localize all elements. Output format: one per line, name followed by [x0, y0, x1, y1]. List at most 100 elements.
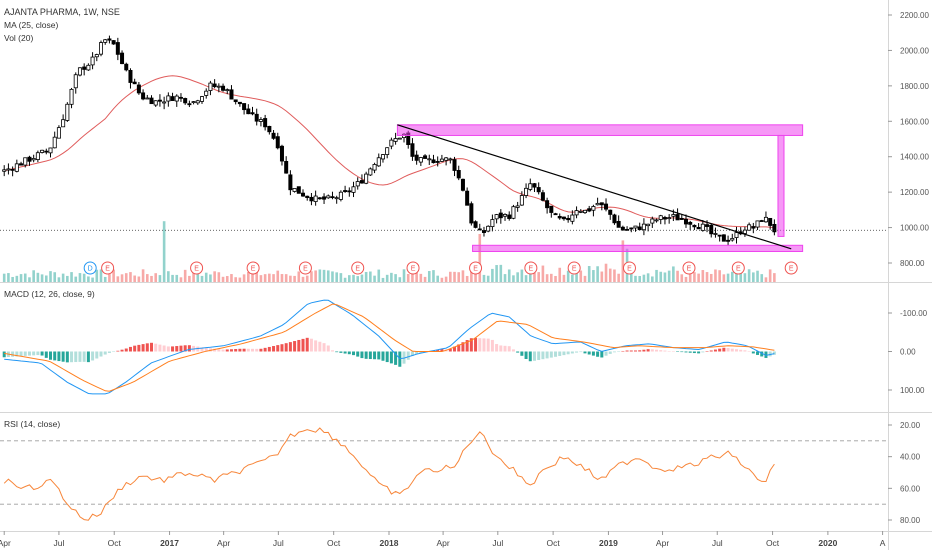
candle-up: [334, 197, 339, 200]
macd-histogram-bar: [246, 348, 250, 352]
macd-histogram-bar: [486, 338, 490, 352]
macd-histogram-bar: [259, 348, 263, 352]
volume-bar: [150, 275, 153, 282]
macd-histogram-bar: [368, 351, 372, 360]
macd-histogram-bar: [718, 348, 722, 352]
candle-down: [679, 217, 684, 220]
candle-up: [364, 173, 369, 184]
volume-bar: [129, 272, 132, 282]
time-axis: Apr Jul Oct 2017 Apr Jul Oct 2018 Apr Jul Oct 2019 A…: [0, 531, 886, 548]
candle-up: [397, 137, 402, 140]
candle-up: [195, 100, 200, 104]
volume-bar: [503, 274, 507, 282]
macd-histogram-bar: [751, 351, 755, 354]
volume-bar: [440, 277, 444, 282]
candle-up: [69, 88, 74, 105]
candle-down: [662, 217, 667, 220]
volume-bar: [221, 276, 225, 282]
candle-down: [452, 159, 457, 171]
macd-histogram-bar: [385, 351, 389, 363]
macd-histogram-bar: [499, 345, 503, 352]
candle-up: [292, 188, 297, 192]
macd-histogram-bar: [187, 345, 191, 352]
macd-histogram-bar: [293, 341, 297, 352]
macd-histogram-bar: [415, 351, 419, 355]
macd-histogram-bar: [676, 351, 680, 352]
volume-bar: [587, 266, 591, 282]
macd-histogram-bar: [629, 350, 633, 352]
macd-histogram-bar: [743, 350, 747, 352]
macd-histogram-bar: [722, 347, 726, 352]
macd-histogram-bar: [70, 351, 74, 363]
candle-down: [170, 96, 175, 101]
volume-bar: [402, 269, 406, 282]
candle-down: [237, 101, 242, 105]
macd-histogram-bar: [541, 351, 545, 360]
macd-histogram-bar: [697, 351, 701, 354]
candle-up: [490, 219, 495, 228]
candle-down: [136, 84, 141, 94]
volume-bar: [697, 273, 700, 282]
volume-bar: [280, 274, 284, 282]
volume-bar: [61, 273, 65, 282]
candle-up: [216, 85, 221, 88]
macd-pane: 100.00 0.00 -100.00: [2, 299, 928, 395]
volume-bar: [617, 273, 620, 282]
macd-histogram-bar: [263, 347, 267, 352]
volume-bar: [234, 277, 237, 282]
macd-histogram-bar: [242, 348, 246, 352]
volume-bar: [40, 274, 44, 282]
volume-bar: [432, 270, 435, 282]
macd-histogram-bar: [768, 351, 772, 357]
time-tick-label: 2018: [380, 538, 399, 548]
candle-down: [359, 180, 364, 184]
macd-histogram-bar: [709, 350, 713, 352]
volume-bar: [331, 271, 334, 282]
macd-histogram-bar: [360, 351, 364, 359]
event-marker-label: E: [789, 266, 794, 273]
earnings-marker: [682, 261, 696, 275]
macd-histogram-bar: [314, 340, 318, 352]
candle-down: [692, 224, 697, 228]
macd-histogram-bar: [482, 338, 486, 352]
volume-bar: [171, 274, 174, 282]
candle-up: [103, 39, 108, 43]
macd-histogram-bar: [120, 349, 124, 352]
volume-bar: [49, 271, 52, 282]
candle-down: [460, 178, 465, 191]
candle-down: [120, 52, 125, 65]
time-tick-label: Apr: [436, 538, 449, 548]
volume-bar: [499, 264, 503, 282]
price-tick-label: 800.00: [900, 259, 925, 268]
macd-histogram-bar: [343, 351, 347, 354]
candle-down: [229, 89, 234, 100]
volume-bar: [284, 274, 288, 282]
ma-line: [4, 75, 775, 229]
volume-bar: [730, 271, 734, 282]
macd-histogram-bar: [255, 348, 259, 352]
macd-histogram-bar: [772, 351, 776, 355]
candle-up: [574, 210, 579, 216]
macd-legend: MACD (12, 26, close, 9): [4, 288, 95, 301]
volume-bar: [688, 270, 692, 282]
macd-histogram-bar: [730, 348, 734, 352]
candle-down: [620, 226, 625, 231]
volume-bar: [91, 277, 94, 282]
volume-bar: [242, 274, 246, 282]
macd-histogram-bar: [377, 351, 381, 360]
macd-histogram-bar: [356, 351, 360, 357]
earnings-marker: [524, 261, 538, 275]
target-bar: [777, 134, 785, 237]
volume-bar: [760, 274, 764, 282]
earnings-marker: [298, 261, 312, 275]
candle-down: [414, 154, 419, 161]
time-tick-label: Oct: [108, 538, 122, 548]
time-tick-label: Apr: [217, 538, 230, 548]
macd-histogram-bar: [537, 351, 541, 360]
candle-down: [465, 190, 470, 206]
volume-bar: [583, 275, 587, 282]
time-tick-label: Oct: [547, 538, 561, 548]
candle-down: [768, 217, 773, 226]
macd-histogram-bar: [457, 344, 461, 352]
